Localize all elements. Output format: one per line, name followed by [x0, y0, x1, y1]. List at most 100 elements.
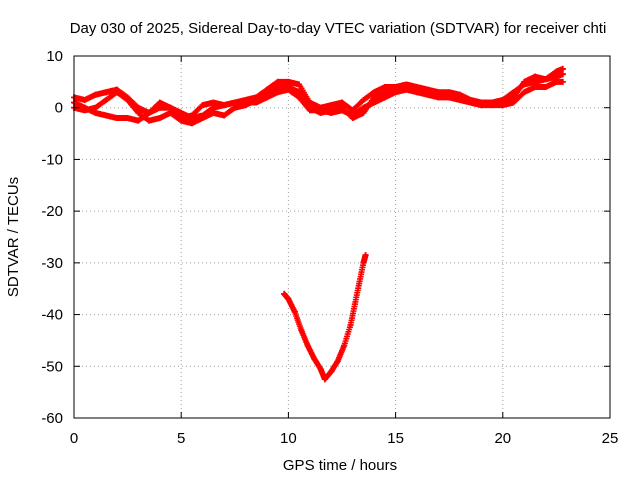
data-point — [371, 94, 378, 101]
data-point — [263, 89, 270, 96]
y-tick-label: 10 — [46, 48, 63, 65]
y-tick-label: 0 — [55, 100, 63, 117]
x-tick-label: 20 — [494, 430, 511, 447]
y-tick-label: -60 — [41, 410, 63, 427]
grid-lines — [74, 56, 610, 418]
data-point — [521, 89, 528, 96]
data-point — [403, 86, 410, 93]
data-series — [71, 65, 566, 383]
data-point — [167, 104, 174, 111]
data-point — [559, 65, 566, 72]
data-point — [499, 96, 506, 103]
data-point — [339, 99, 345, 106]
data-point — [146, 117, 153, 124]
series-dip — [281, 252, 369, 383]
data-point — [285, 296, 292, 303]
data-point — [349, 107, 356, 114]
data-point — [478, 102, 485, 109]
data-point — [231, 99, 238, 106]
data-point — [281, 290, 288, 297]
data-point — [381, 84, 388, 91]
data-point — [298, 327, 305, 334]
data-point — [113, 89, 120, 96]
data-point — [360, 104, 367, 111]
series-trail — [281, 252, 369, 383]
data-point — [360, 96, 367, 103]
data-point — [253, 99, 260, 106]
data-point — [199, 102, 206, 109]
data-point — [210, 104, 217, 111]
x-axis-label: GPS time / hours — [283, 457, 397, 474]
data-point — [188, 115, 195, 122]
data-point — [371, 99, 378, 106]
data-point — [510, 89, 517, 96]
data-point — [221, 102, 228, 109]
data-point — [146, 109, 153, 116]
data-point — [339, 107, 345, 114]
data-point — [178, 117, 185, 124]
data-point — [311, 355, 318, 362]
data-point — [456, 96, 463, 103]
y-tick-label: -40 — [41, 307, 63, 324]
data-point — [296, 94, 303, 101]
data-point — [113, 115, 120, 122]
data-point — [510, 99, 517, 106]
data-point — [334, 358, 341, 365]
data-point — [360, 109, 367, 116]
data-point — [274, 78, 281, 85]
data-point — [467, 99, 474, 106]
x-tick-label: 10 — [280, 430, 297, 447]
data-point — [521, 81, 528, 88]
y-tick-label: -50 — [41, 358, 63, 375]
data-point — [456, 91, 463, 98]
data-point — [156, 99, 163, 106]
data-point — [499, 102, 506, 109]
data-point — [356, 280, 363, 287]
data-point — [124, 96, 131, 103]
data-point — [351, 301, 358, 308]
data-point — [296, 89, 303, 96]
data-point — [285, 78, 292, 85]
data-point — [360, 259, 367, 266]
data-point — [349, 112, 356, 119]
data-point — [531, 78, 538, 85]
data-point — [291, 308, 298, 315]
data-point — [274, 84, 281, 91]
data-point — [321, 376, 328, 383]
data-point — [531, 73, 538, 80]
data-point — [178, 109, 185, 116]
data-point — [124, 115, 131, 122]
data-point — [347, 321, 354, 328]
data-point — [221, 112, 228, 119]
data-point — [306, 107, 313, 114]
data-point — [263, 94, 270, 101]
data-point — [210, 109, 217, 116]
data-point — [424, 91, 431, 98]
data-point — [559, 78, 566, 85]
data-point — [446, 94, 453, 101]
data-point — [489, 99, 496, 106]
data-point — [135, 117, 142, 124]
data-point — [328, 368, 335, 375]
data-point — [81, 104, 88, 111]
data-point — [231, 104, 238, 111]
data-point — [553, 78, 560, 85]
data-point — [328, 109, 335, 116]
x-tick-label: 5 — [177, 430, 185, 447]
data-point — [92, 91, 99, 98]
data-point — [92, 104, 99, 111]
x-tick-label: 25 — [602, 430, 619, 447]
data-point — [274, 89, 281, 96]
data-point — [199, 112, 206, 119]
data-point — [210, 99, 217, 106]
data-point — [371, 89, 378, 96]
data-point — [188, 120, 195, 127]
data-point — [414, 89, 421, 96]
data-point — [296, 81, 303, 88]
y-tick-label: -30 — [41, 255, 63, 272]
data-point — [341, 342, 348, 349]
data-point — [531, 84, 538, 91]
data-point — [446, 89, 453, 96]
data-point — [242, 99, 249, 106]
